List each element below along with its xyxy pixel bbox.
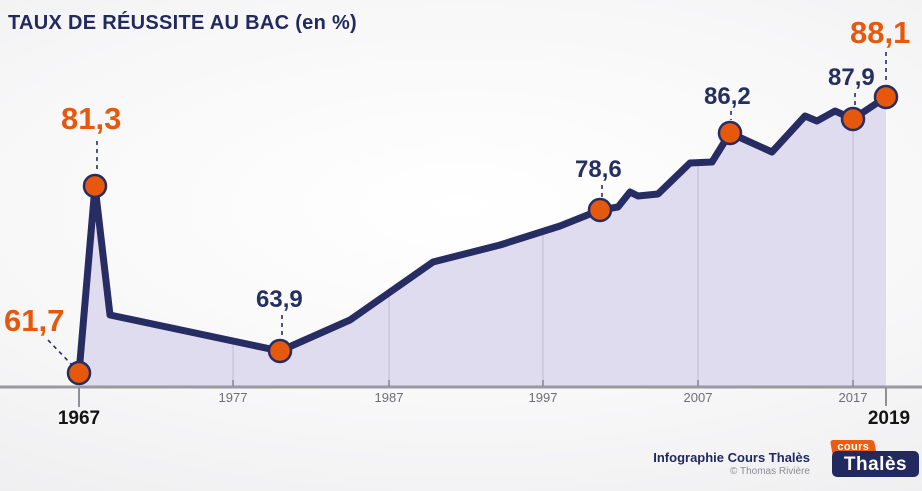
x-tick-label-1967: 1967 xyxy=(57,408,101,429)
chart-title: TAUX DE RÉUSSITE AU BAC (en %) xyxy=(8,12,358,34)
data-point-1967 xyxy=(66,360,92,386)
value-label-2001: 78,6 xyxy=(575,156,622,183)
credit-attribution: Infographie Cours Thalès xyxy=(653,450,810,465)
value-label-1967: 61,7 xyxy=(4,303,65,338)
data-point-2019 xyxy=(873,84,899,110)
data-point-1980 xyxy=(267,338,293,364)
x-tick-label-2007: 2007 xyxy=(683,390,713,405)
data-point-2001 xyxy=(587,197,613,223)
data-point-2017 xyxy=(840,106,866,132)
x-tick-label-2017: 2017 xyxy=(838,390,868,405)
success-rate-line xyxy=(75,93,890,377)
value-label-2017: 87,9 xyxy=(828,64,875,91)
endpoint-ticks xyxy=(78,388,887,407)
x-tick-label-1997: 1997 xyxy=(528,390,558,405)
value-label-2019: 88,1 xyxy=(850,15,911,50)
data-point-1968 xyxy=(82,173,108,199)
credit-copyright: © Thomas Rivière xyxy=(730,466,810,478)
value-label-1968: 81,3 xyxy=(61,101,122,136)
data-point-markers xyxy=(66,84,899,386)
logo-box-thales: Thalès xyxy=(832,451,919,477)
credits-block: Infographie Cours Thalès © Thomas Rivièr… xyxy=(653,450,810,479)
area-fill xyxy=(79,97,886,387)
label-connectors xyxy=(47,52,887,366)
data-point-2009 xyxy=(717,120,743,146)
value-label-1980: 63,9 xyxy=(256,286,303,313)
connector-61-7 xyxy=(47,339,73,366)
logo-box-text: Thalès xyxy=(843,453,908,475)
x-tick-label-1977: 1977 xyxy=(218,390,248,405)
decade-ticks xyxy=(232,380,854,386)
x-tick-label-2019: 2019 xyxy=(867,408,911,429)
cours-thales-logo: cours Thalès xyxy=(828,439,920,479)
x-tick-label-1987: 1987 xyxy=(374,390,404,405)
value-label-2009: 86,2 xyxy=(704,83,751,110)
